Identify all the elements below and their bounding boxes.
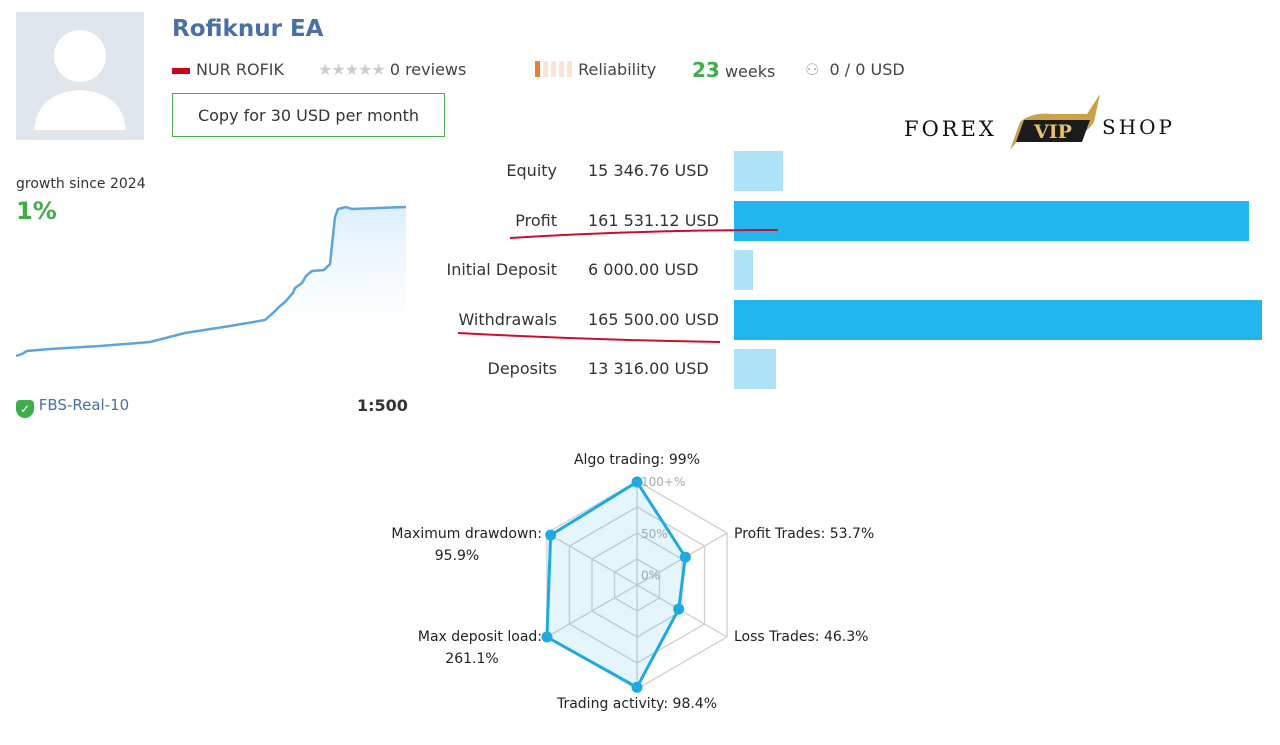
radar-tick-label: 100+% (641, 475, 685, 489)
subscribers: ⚇ 0 / 0 USD (805, 60, 905, 79)
stat-label-3: Withdrawals (458, 309, 557, 329)
radar-point-5 (545, 529, 557, 541)
svg-text:SHOP: SHOP (1102, 115, 1175, 139)
stat-label-1: Profit (515, 210, 557, 230)
stat-value-1: 161 531.12 USD (588, 210, 719, 230)
reliability-bars-icon (535, 60, 573, 81)
flag-icon (172, 67, 190, 74)
radar-axis-label-5: Maximum drawdown: (391, 526, 542, 542)
stat-bar-0 (734, 151, 783, 191)
radar-axis-label-2: Loss Trades: 46.3% (734, 629, 868, 645)
radar-axis-label-0: Algo trading: 99% (574, 452, 700, 468)
radar-axis-label-1: Profit Trades: 53.7% (734, 526, 874, 542)
growth-label: growth since 2024 (16, 176, 146, 192)
radar-point-4 (541, 631, 553, 643)
stat-label-2: Initial Deposit (446, 260, 557, 279)
radar-axis-label-3: Trading activity: 98.4% (556, 696, 717, 712)
radar-series-area (545, 479, 687, 690)
handwritten-underlines (457, 229, 779, 343)
stars-icon: ★★★★★ (318, 60, 386, 79)
radar-point-3 (631, 681, 643, 693)
author[interactable]: NUR ROFIK (172, 60, 284, 79)
forex-vip-shop-logo: FOREX VIP SHOP (902, 92, 1192, 164)
users-icon: ⚇ (805, 60, 820, 79)
svg-text:VIP: VIP (1033, 121, 1072, 143)
stat-value-2: 6 000.00 USD (588, 260, 699, 279)
svg-text:FOREX: FOREX (904, 117, 997, 141)
radar-tick-label: 0% (641, 569, 660, 583)
growth-value: 1% (16, 197, 57, 225)
radar-axis-label-4: Max deposit load: (418, 629, 542, 645)
stat-label-0: Equity (506, 161, 557, 180)
shield-check-icon: ✓ (16, 400, 34, 418)
copy-button[interactable]: Copy for 30 USD per month (172, 93, 445, 137)
radar-tick-label: 50% (641, 527, 668, 541)
avatar (16, 12, 144, 140)
reviews[interactable]: ★★★★★ 0 reviews (318, 60, 467, 79)
radar-axis-label-4: 261.1% (445, 651, 498, 667)
radar-axis-4 (546, 584, 638, 638)
stat-bar-1 (734, 200, 1250, 241)
leverage: 1:500 (357, 396, 408, 415)
growth-line (15, 205, 407, 358)
radar-chart: 0% 50% 100+% Algo trading: 99% Profit Trades… (391, 452, 874, 712)
radar-point-0 (631, 476, 643, 488)
server[interactable]: ✓ FBS-Real-10 (16, 396, 129, 418)
stat-value-3: 165 500.00 USD (588, 309, 719, 329)
page-title[interactable]: Rofiknur EA (172, 16, 324, 42)
radar-axis-5 (546, 532, 638, 586)
reliability: Reliability (535, 60, 656, 81)
weeks: 23 weeks (692, 58, 776, 82)
stat-bar-3 (734, 299, 1262, 340)
stat-bar-4 (734, 349, 777, 389)
stat-value-4: 13 316.00 USD (588, 359, 709, 378)
growth-chart (15, 205, 407, 360)
radar-point-1 (679, 551, 691, 563)
stat-value-0: 15 346.76 USD (588, 161, 709, 180)
stat-bar-2 (734, 250, 754, 290)
radar-point-2 (673, 603, 685, 615)
radar-axis-label-5: 95.9% (435, 548, 479, 564)
stat-label-4: Deposits (487, 359, 558, 378)
